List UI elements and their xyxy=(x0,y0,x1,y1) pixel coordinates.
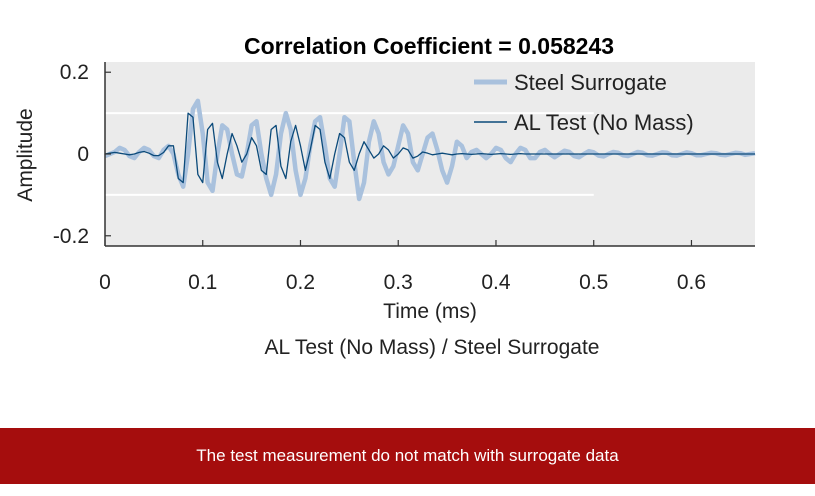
reference-lines xyxy=(105,112,594,196)
legend-label-steel-surrogate: Steel Surrogate xyxy=(514,70,667,95)
y-tick-label: -0.2 xyxy=(53,225,89,248)
series-line-steel-surrogate xyxy=(104,98,756,202)
x-tick-label: 0.1 xyxy=(188,271,217,294)
series-line-al-test xyxy=(104,112,755,184)
chart-title: Correlation Coefficient = 0.058243 xyxy=(244,33,614,59)
x-tick-label: 0.3 xyxy=(384,271,413,294)
series-layer xyxy=(104,98,756,202)
y-tick-label: 0 xyxy=(77,143,89,166)
x-axis-label: Time (ms) xyxy=(383,300,477,323)
x-tick-label: 0.2 xyxy=(286,271,315,294)
axes xyxy=(104,62,755,247)
x-tick-label: 0 xyxy=(99,271,111,294)
conclusion-text: The test measurement do not match with s… xyxy=(196,446,619,465)
chart: Correlation Coefficient = 0.058243 0 0.1 0… xyxy=(14,33,756,359)
x-tick-labels: 0 0.1 0.2 0.3 0.4 0.5 0.6 xyxy=(99,271,706,294)
y-tick-label: 0.2 xyxy=(60,61,89,84)
legend-label-al-test: AL Test (No Mass) xyxy=(514,110,694,135)
x-tick-label: 0.4 xyxy=(481,271,511,294)
chart-caption: AL Test (No Mass) / Steel Surrogate xyxy=(265,336,600,359)
y-tick-labels: 0.2 0 -0.2 xyxy=(53,61,89,248)
x-tick-label: 0.6 xyxy=(677,271,706,294)
x-tick-label: 0.5 xyxy=(579,271,608,294)
legend: Steel Surrogate AL Test (No Mass) xyxy=(474,70,694,135)
conclusion-banner: The test measurement do not match with s… xyxy=(0,428,815,484)
y-axis-label: Amplitude xyxy=(14,108,37,201)
